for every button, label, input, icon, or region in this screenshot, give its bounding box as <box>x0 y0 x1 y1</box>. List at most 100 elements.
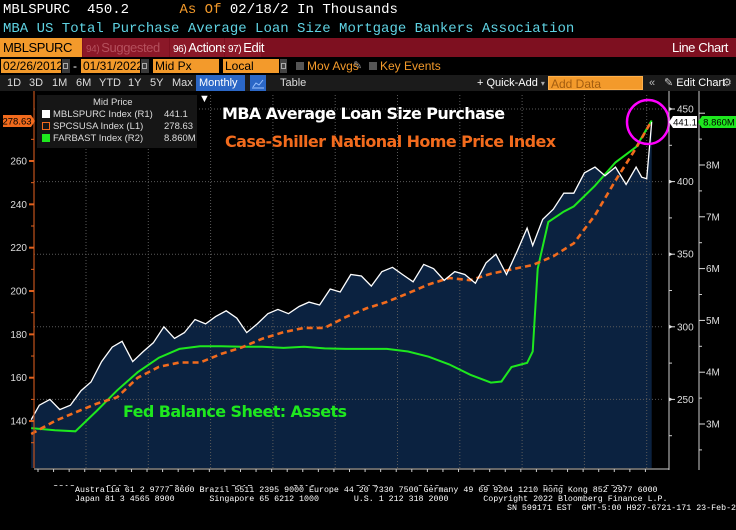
legend-swatch <box>42 122 50 131</box>
edit-chart-button[interactable]: ✎ Edit Chart <box>664 75 725 91</box>
currency-dropdown-arrow-icon[interactable] <box>280 59 287 73</box>
settings-gear-icon[interactable]: ⚙ <box>722 77 732 89</box>
series-spcsusa <box>30 119 653 436</box>
r2-tick-label: 7M <box>706 212 720 223</box>
command-bar: MBLSPURC Index 94)Suggested Charts 96)Ac… <box>0 38 736 76</box>
calendar-icon[interactable] <box>141 59 149 73</box>
r2-tick-label: 3M <box>706 420 720 431</box>
legend-axis: (R1) <box>134 109 153 120</box>
key-events-checkbox[interactable] <box>369 62 377 70</box>
edit-menu[interactable]: 97)Edit ▾ <box>225 38 265 75</box>
x-tick-label: 2016 <box>293 484 316 486</box>
legend-name: SPCSUSA Index <box>53 121 124 132</box>
mov-avgs-checkbox[interactable] <box>296 62 304 70</box>
r1-tick-label: 300 <box>677 322 694 333</box>
period-1d-button[interactable]: 1D <box>7 77 22 89</box>
footer-contacts-2: Japan 81 3 4565 8900 Singapore 65 6212 1… <box>75 495 668 504</box>
annotation-fed-balance-sheet: Fed Balance Sheet: Assets <box>123 402 347 421</box>
r1-tick-label: 250 <box>677 395 694 406</box>
footer: Australia 61 2 9777 8600 Brazil 5511 239… <box>75 486 736 513</box>
annotation-mba-loan-size: MBA Average Loan Size Purchase <box>222 104 505 123</box>
legend-value: 8.860M <box>164 133 196 144</box>
currency-select[interactable]: Local CCY <box>223 59 279 87</box>
r2-last-badge: 8.860M <box>698 116 736 129</box>
last-value: 450.2 <box>87 2 130 18</box>
collapse-icon[interactable]: « <box>649 77 656 89</box>
add-data-input[interactable]: Add Data <box>548 76 643 91</box>
calendar-icon[interactable] <box>62 59 70 73</box>
r2-tick-label: 6M <box>706 264 720 275</box>
table-view-button[interactable]: Table <box>280 77 307 89</box>
l1-last-badge: 278.63 <box>2 115 35 128</box>
r1-tick-arrow <box>669 324 673 329</box>
annotation-case-shiller: Case-Shiller National Home Price Index <box>225 132 556 151</box>
period-6m-button[interactable]: 6M <box>76 77 92 89</box>
r2-tick-label: 8M <box>706 161 720 172</box>
legend-title: Mid Price <box>93 97 133 108</box>
x-tick-label: 2018 <box>418 484 441 486</box>
dropdown-arrow-icon: ▾ <box>540 79 545 88</box>
legend-name: MBLSPURC Index <box>53 109 132 120</box>
footer-contacts-1: Australia 61 2 9777 8600 Brazil 5511 239… <box>75 486 658 495</box>
series-farbast <box>31 119 653 433</box>
menu-number: 94) <box>86 44 100 55</box>
security-description: MBA US Total Purchase Average Loan Size … <box>3 21 575 37</box>
quick-add-label: + Quick-Add <box>477 77 538 89</box>
line-chart-view-button[interactable] <box>250 75 266 91</box>
legend-value: 441.1 <box>164 109 188 120</box>
end-date-input[interactable]: 01/31/2022 <box>81 59 144 73</box>
line-chart-icon <box>252 79 264 89</box>
highlight-circle <box>625 98 671 146</box>
r1-tick-arrow <box>669 397 673 402</box>
price-field-select[interactable]: Mid Px <box>153 59 219 73</box>
left-tick-label: 140 <box>10 417 27 428</box>
x-tick-label: 2013 <box>106 484 129 486</box>
start-date-input[interactable]: 02/26/2012 <box>1 59 64 73</box>
r1-last-badge-shape <box>669 116 697 128</box>
r2-last-badge-text: 8.860M <box>703 118 735 129</box>
r2-tick-label: 5M <box>706 316 720 327</box>
x-tick-label: 2021 <box>604 484 627 486</box>
period-3d-button[interactable]: 3D <box>29 77 44 89</box>
actions-label: Actions <box>188 40 229 55</box>
left-tick-label: 220 <box>10 243 27 254</box>
frequency-dropdown[interactable]: Monthly ▼ <box>196 75 245 105</box>
edit-chart-label: Edit Chart <box>676 77 726 89</box>
legend-entry-spcsusa[interactable]: SPCSUSA Index (L1) 278.63 <box>42 121 193 132</box>
left-tick-label: 160 <box>10 373 27 384</box>
legend-name: FARBAST Index <box>53 133 122 144</box>
units: In Thousands <box>297 2 398 18</box>
chart-type-label: Line Chart <box>672 40 728 55</box>
period-1y-button[interactable]: 1Y <box>128 77 142 89</box>
menu-number: 96) <box>173 44 187 55</box>
quick-add-button[interactable]: + Quick-Add ▾ <box>477 75 545 91</box>
ticker: MBLSPURC <box>3 2 71 18</box>
x-tick-label: 2012 <box>53 484 76 486</box>
frequency-label: Monthly <box>199 77 238 89</box>
actions-menu[interactable]: 96)Actions ▾ <box>170 38 229 75</box>
l1-last-badge-shape <box>3 115 35 127</box>
as-of-date: 02/18/2 <box>229 2 289 18</box>
r1-tick-label: 400 <box>677 177 694 188</box>
menu-number: 97) <box>228 44 242 55</box>
period-5y-button[interactable]: 5Y <box>150 77 164 89</box>
r1-last-badge: 441.1 <box>669 116 697 129</box>
legend-entry-mblspurc[interactable]: MBLSPURC Index (R1) 441.1 <box>42 109 188 120</box>
x-tick-label: 2019 <box>480 484 503 486</box>
legend-axis: (R2) <box>124 133 144 144</box>
r1-tick-arrow <box>669 179 673 184</box>
security-header: MBLSPURC 450.2 As Of 02/18/2 In Thousand… <box>3 2 398 18</box>
left-tick-label: 240 <box>10 200 27 211</box>
legend-entry-farbast[interactable]: FARBAST Index (R2) 8.860M <box>42 133 196 144</box>
legend-axis: (L1) <box>126 121 144 132</box>
mov-avgs-label: Mov Avgs <box>307 59 359 73</box>
period-ytd-button[interactable]: YTD <box>99 77 121 89</box>
edit-label: Edit <box>243 40 265 55</box>
pencil-icon[interactable]: ✎ <box>353 60 363 72</box>
as-of-label: As Of <box>179 2 222 18</box>
period-1m-button[interactable]: 1M <box>52 77 68 89</box>
pencil-icon: ✎ <box>664 77 674 89</box>
security-field[interactable]: MBLSPURC Index <box>0 38 82 74</box>
suggested-charts-button[interactable]: 94)Suggested Charts <box>83 38 169 76</box>
period-max-button[interactable]: Max <box>172 77 193 89</box>
